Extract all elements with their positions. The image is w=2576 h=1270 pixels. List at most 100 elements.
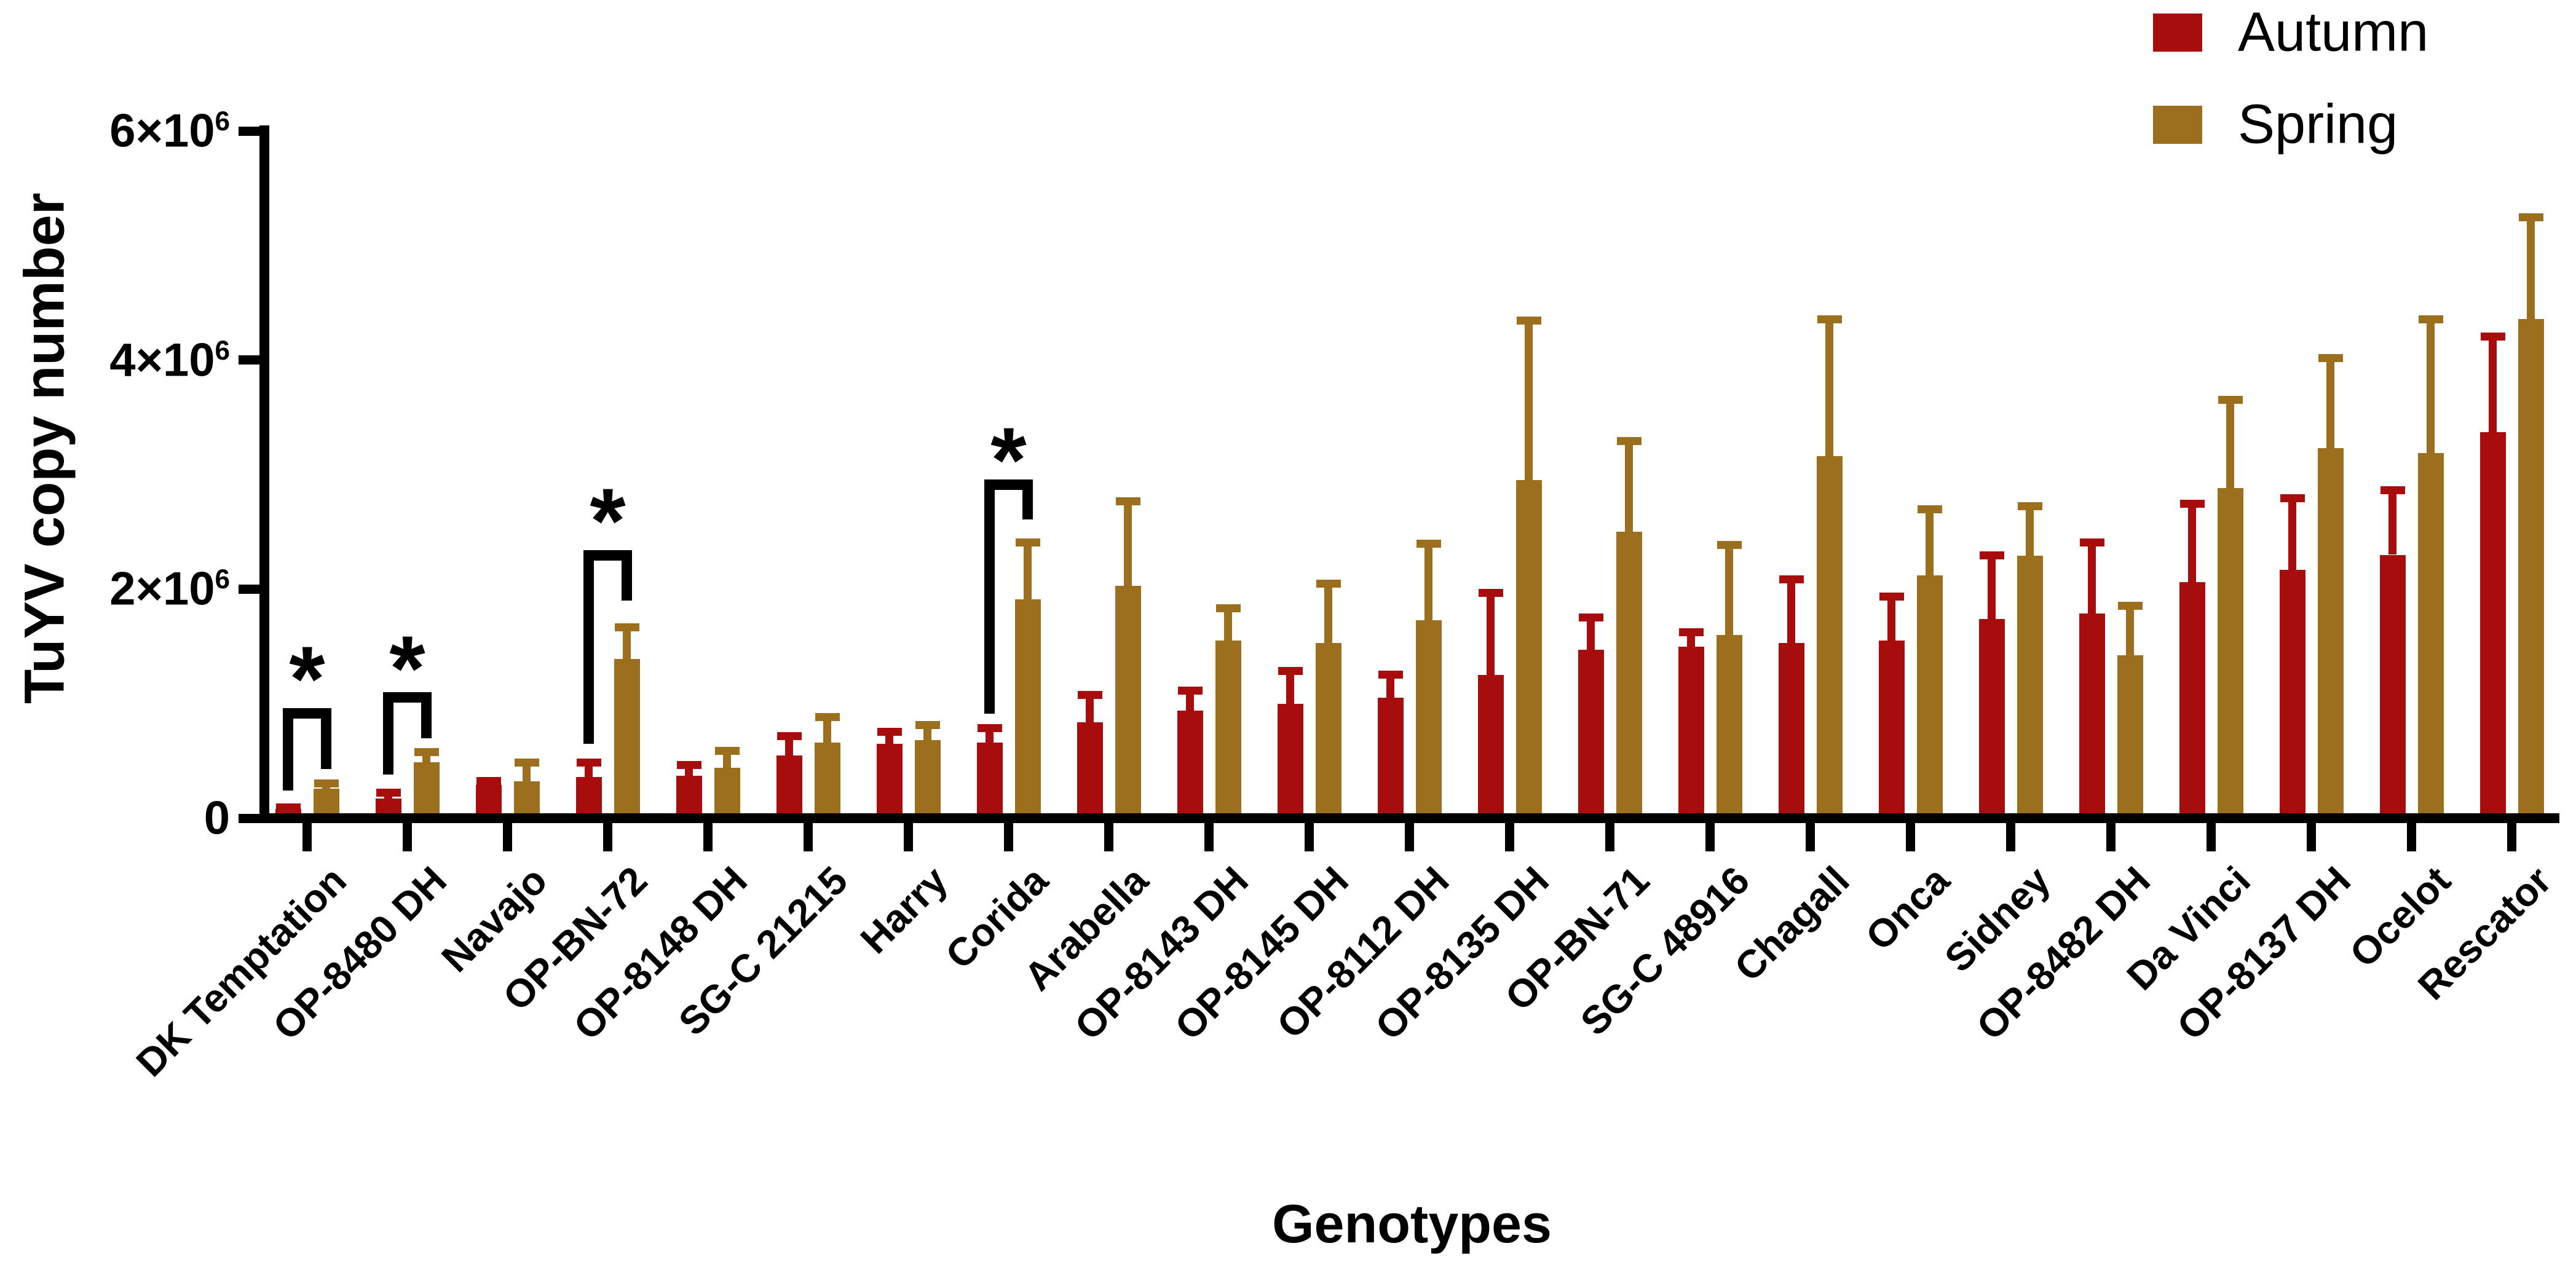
bar-autumn [1277,703,1303,818]
error-bar-stem [2026,502,2034,556]
x-tick [1405,823,1414,851]
legend-swatch-spring [2153,106,2202,144]
x-tick [703,823,713,851]
error-bar-cap [1516,317,1541,325]
x-tick [904,823,913,851]
error-bar-stem [2388,486,2396,555]
x-tick [2006,823,2015,851]
legend-label-autumn: Autumn [2238,1,2429,63]
bar-spring [914,740,941,818]
x-tick [1305,823,1314,851]
bar-autumn [475,784,502,818]
bar-spring [313,788,339,818]
error-bar-cap [1917,505,1942,514]
y-axis-line [259,125,269,823]
x-tick [2507,823,2516,851]
error-bar-stem [1487,589,1495,676]
error-bar-cap [1378,670,1403,679]
error-bar-cap [1077,691,1102,700]
bar-spring [2317,448,2344,818]
bar-autumn [1978,618,2005,818]
x-tick [603,823,612,851]
error-bar-cap [376,788,401,797]
error-bar-stem [1587,613,1595,650]
error-bar-stem [2288,494,2296,570]
error-bar-cap [1578,613,1603,621]
bar-spring [1215,641,1241,818]
error-bar-stem [1286,667,1294,704]
significance-bracket-right-leg [421,692,432,738]
error-bar-cap [2218,395,2243,404]
significance-asterisk: * [590,468,626,572]
error-bar-cap [2318,354,2343,363]
error-bar-stem [2226,395,2234,489]
bar-spring [1716,634,1742,818]
error-bar-cap [2017,502,2042,510]
x-tick [1906,823,1915,851]
error-bar-cap [1115,497,1140,506]
error-bar-cap [1177,686,1203,695]
error-bar-cap [1678,628,1704,636]
y-tick [239,355,259,365]
significance-bracket-left-leg [984,479,995,714]
bar-spring [1616,532,1642,818]
error-bar-cap [614,623,639,632]
error-bar-cap [514,759,539,767]
y-tick [239,584,259,594]
error-bar-stem [1825,315,1833,457]
error-bar-stem [1324,580,1332,643]
significance-asterisk: * [289,626,325,730]
error-bar-cap [2480,333,2505,341]
x-tick [503,823,512,851]
bar-spring [814,743,840,818]
bar-autumn [676,776,702,818]
bar-spring [1315,642,1341,818]
error-bar-cap [1616,436,1642,445]
error-bar-cap [275,803,301,811]
legend-swatch-autumn [2153,14,2202,52]
error-bar-stem [1787,575,1795,643]
bar-spring [614,659,640,818]
x-tick [2207,823,2216,851]
error-bar-stem [2527,213,2535,319]
error-bar-cap [1478,589,1503,598]
error-bar-stem [1988,551,1996,619]
error-bar-cap [314,779,339,787]
error-bar-cap [1416,540,1441,548]
x-axis-title: Genotypes [1272,1193,1552,1254]
significance-bracket-top [984,479,1033,490]
bar-autumn [1377,698,1404,818]
bar-spring [2518,318,2544,818]
x-tick [1104,823,1113,851]
bar-spring [1014,599,1041,818]
significance-asterisk: * [990,408,1027,512]
error-bar-cap [877,727,902,736]
error-bar-cap [1717,541,1742,550]
x-tick [1605,823,1614,851]
error-bar-stem [1424,540,1432,620]
error-bar-stem [1124,497,1132,586]
error-bar-cap [2079,538,2104,547]
x-tick [1004,823,1013,851]
error-bar-stem [1725,541,1733,635]
bar-spring [1916,575,1943,818]
error-bar-cap [1879,592,1904,601]
bar-autumn [976,743,1003,818]
x-tick [804,823,813,851]
bar-autumn [1678,646,1704,818]
x-tick [2307,823,2316,851]
bar-autumn [575,776,602,818]
bar-autumn [1177,710,1203,818]
bar-autumn [1778,642,1804,818]
x-tick [403,823,412,851]
x-axis-label: OP-8480 DH [264,858,456,1049]
error-bar-stem [623,623,631,660]
bar-spring [1115,585,1141,818]
significance-bracket-top [383,692,432,703]
error-bar-stem [1926,505,1934,576]
error-bar-cap [676,760,701,769]
bar-autumn [1077,722,1103,818]
error-bar-cap [2380,486,2405,494]
bar-autumn [2479,432,2506,818]
